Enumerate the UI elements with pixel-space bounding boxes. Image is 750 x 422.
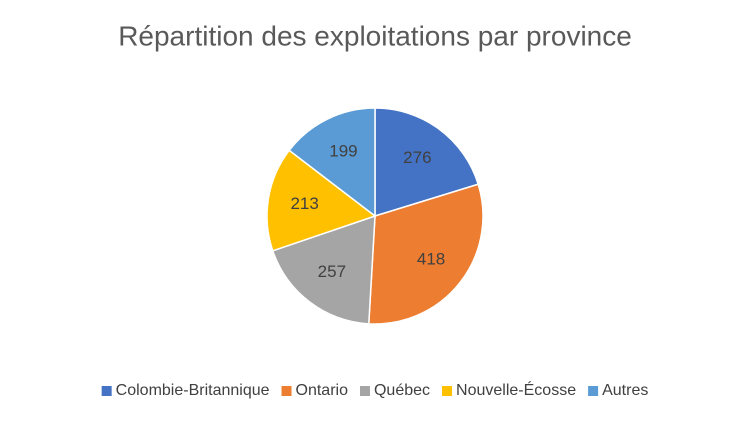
data-label: 257 (318, 262, 346, 281)
pie-slice (266, 149, 377, 252)
legend-swatch (101, 386, 112, 396)
legend-label: Ontario (296, 382, 349, 399)
legend-label: Québec (374, 382, 430, 399)
pie-slice (288, 107, 376, 218)
legend-swatch (359, 386, 370, 396)
legend-swatch (588, 386, 599, 396)
pie-slice (374, 107, 480, 218)
pie-slice (271, 214, 376, 325)
legend-label: Nouvelle-Écosse (456, 380, 576, 399)
data-label: 276 (403, 148, 431, 167)
legend-label: Colombie-Britannique (116, 382, 270, 399)
data-label: 213 (290, 194, 318, 213)
data-label: 418 (417, 249, 445, 268)
pie-slice (367, 183, 484, 325)
legend-swatch (281, 386, 292, 396)
legend-swatch (442, 386, 453, 396)
legend-label: Autres (602, 382, 648, 399)
chart-title: Répartition des exploitations par provin… (118, 20, 632, 51)
data-label: 199 (329, 142, 357, 161)
